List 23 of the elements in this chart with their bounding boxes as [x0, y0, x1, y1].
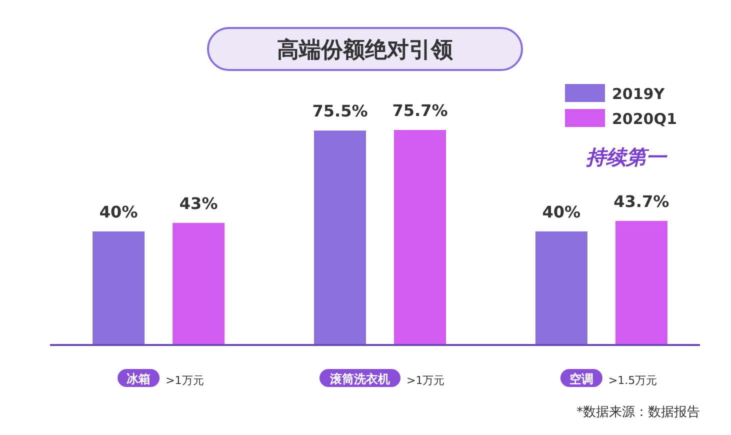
bar [92, 231, 145, 345]
text: >1万元 [406, 374, 445, 387]
text: >1万元 [166, 374, 204, 387]
data-label: 75.5% [312, 102, 368, 121]
bar [615, 220, 668, 345]
x-tick-label: 滚筒洗衣机 [329, 372, 390, 386]
bar [172, 222, 225, 345]
legend-label: 2019Y [612, 85, 666, 103]
data-label: 40% [542, 202, 581, 222]
annotation: 持续第一 [585, 145, 668, 169]
bar [314, 130, 366, 345]
data-label: 40% [99, 202, 138, 222]
data-label: 43% [179, 194, 218, 213]
x-tick-label: 冰箱 [126, 372, 151, 386]
chart-title: 高端份额绝对引领 [277, 37, 454, 63]
bar [535, 231, 588, 345]
data-label: 75.7% [392, 101, 448, 120]
x-tick-label: 空调 [569, 372, 594, 386]
legend-label: 2020Q1 [612, 110, 677, 128]
text: >1.5万元 [608, 374, 658, 387]
data-label: 43.7% [614, 192, 670, 211]
bar [394, 130, 446, 345]
text: *数据来源：数据报告 [576, 405, 700, 420]
